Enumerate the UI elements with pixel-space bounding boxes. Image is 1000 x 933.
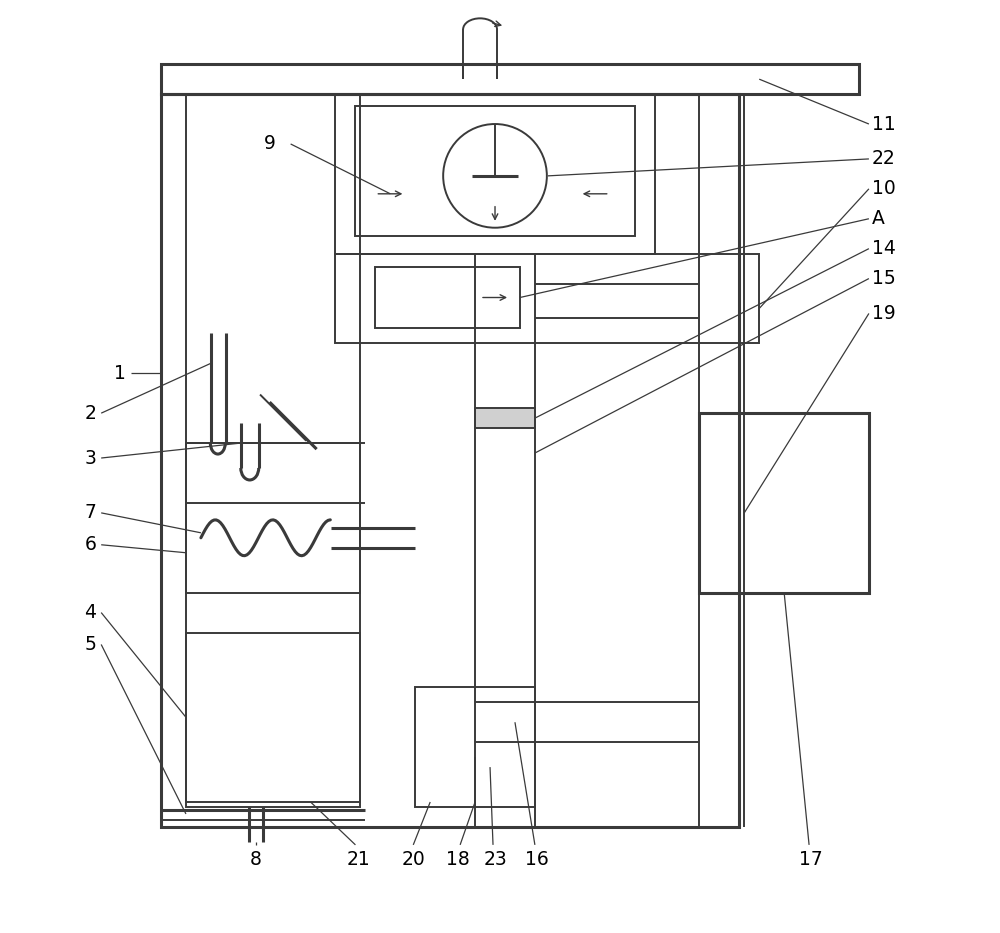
Text: 6: 6 [84,536,96,554]
Text: 8: 8 [250,850,262,870]
Text: 14: 14 [872,239,896,258]
Text: 10: 10 [872,179,896,199]
Text: 19: 19 [872,304,896,323]
Bar [186,94,360,807]
Bar [161,64,859,94]
Text: 21: 21 [347,850,370,870]
Text: 2: 2 [84,404,96,423]
Text: 4: 4 [84,603,96,622]
Bar [375,267,520,328]
Bar [355,106,635,236]
Text: 5: 5 [84,635,96,654]
Text: 22: 22 [872,149,896,169]
Bar [335,94,655,254]
Bar [415,688,535,807]
Bar [186,443,360,592]
Text: 15: 15 [872,269,896,288]
Text: 7: 7 [84,504,96,522]
Text: 16: 16 [525,850,549,870]
Text: 9: 9 [264,134,276,153]
Text: 23: 23 [483,850,507,870]
Text: 18: 18 [446,850,470,870]
Bar [186,633,360,802]
Text: 1: 1 [114,364,126,383]
Bar [335,254,759,343]
Text: 17: 17 [799,850,823,870]
Bar [475,408,535,428]
Bar [699,413,869,592]
Text: 3: 3 [84,449,96,467]
Text: 20: 20 [401,850,425,870]
Text: 11: 11 [872,115,896,133]
Text: A: A [872,209,885,229]
Bar [161,94,739,827]
